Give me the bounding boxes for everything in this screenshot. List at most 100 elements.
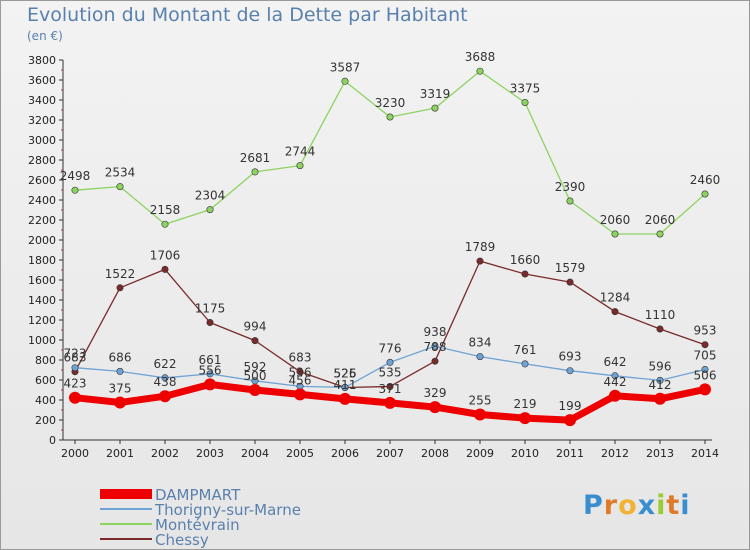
legend-label: Chessy bbox=[155, 531, 209, 549]
data-point bbox=[566, 197, 574, 205]
data-label: 2744 bbox=[285, 145, 316, 159]
data-point bbox=[116, 367, 124, 375]
data-point bbox=[431, 357, 439, 365]
data-point bbox=[521, 99, 529, 107]
y-tick-label: 1000 bbox=[28, 334, 56, 347]
logo-letter: r bbox=[603, 490, 619, 521]
data-point bbox=[251, 168, 259, 176]
data-label: 2460 bbox=[690, 173, 721, 187]
x-tick-label: 2005 bbox=[286, 447, 314, 460]
x-tick-label: 2009 bbox=[466, 447, 494, 460]
data-point bbox=[341, 77, 349, 85]
series-chessy bbox=[71, 257, 709, 391]
data-label: 2060 bbox=[645, 213, 676, 227]
logo-letter: P bbox=[583, 490, 604, 521]
data-label: 456 bbox=[289, 373, 312, 387]
y-tick-label: 3000 bbox=[28, 134, 56, 147]
data-label: 375 bbox=[109, 382, 132, 396]
legend-label: DAMPMART bbox=[155, 486, 241, 504]
legend-swatch bbox=[100, 538, 152, 540]
data-label: 834 bbox=[469, 336, 492, 350]
data-point bbox=[521, 270, 529, 278]
y-tick-label: 3600 bbox=[28, 74, 56, 87]
data-point bbox=[386, 358, 394, 366]
data-label: 705 bbox=[694, 349, 717, 363]
data-point bbox=[161, 374, 169, 382]
legend-swatch bbox=[100, 508, 152, 510]
y-tick-label: 2800 bbox=[28, 154, 56, 167]
data-label: 3230 bbox=[375, 96, 406, 110]
data-label: 761 bbox=[514, 343, 537, 357]
data-label: 622 bbox=[154, 357, 177, 371]
legend-swatch bbox=[100, 523, 152, 525]
data-label: 525 bbox=[334, 367, 357, 381]
y-tick-label: 1800 bbox=[28, 254, 56, 267]
legend-label: Montévrain bbox=[155, 516, 240, 534]
data-label: 788 bbox=[424, 340, 447, 354]
data-label: 683 bbox=[289, 351, 312, 365]
data-point bbox=[159, 390, 171, 403]
data-point bbox=[71, 186, 79, 194]
data-label: 2534 bbox=[105, 166, 136, 180]
data-label: 953 bbox=[694, 324, 717, 338]
data-label: 3375 bbox=[510, 82, 541, 96]
data-point bbox=[611, 230, 619, 238]
data-point bbox=[116, 183, 124, 191]
data-label: 2304 bbox=[195, 189, 226, 203]
data-point bbox=[521, 360, 529, 368]
data-label: 723 bbox=[64, 347, 87, 361]
data-label: 686 bbox=[109, 350, 132, 364]
data-point bbox=[431, 342, 439, 350]
data-label: 776 bbox=[379, 341, 402, 355]
y-tick-label: 400 bbox=[35, 394, 56, 407]
data-label: 1579 bbox=[555, 261, 586, 275]
series-dampmart bbox=[69, 378, 711, 427]
y-tick-label: 2000 bbox=[28, 234, 56, 247]
data-point bbox=[341, 383, 349, 391]
data-label: 442 bbox=[604, 375, 627, 389]
data-label: 329 bbox=[424, 386, 447, 400]
chart-unit: (en €) bbox=[27, 29, 63, 43]
data-point bbox=[566, 278, 574, 286]
data-label: 536 bbox=[289, 365, 312, 379]
data-point bbox=[519, 412, 531, 425]
y-tick-label: 800 bbox=[35, 354, 56, 367]
series-thorigny-sur-marne bbox=[71, 342, 709, 391]
data-label: 535 bbox=[379, 366, 402, 380]
data-point bbox=[429, 401, 441, 414]
y-tick-label: 2600 bbox=[28, 174, 56, 187]
x-tick-label: 2014 bbox=[691, 447, 719, 460]
data-label: 423 bbox=[64, 377, 87, 391]
data-label: 592 bbox=[244, 360, 267, 374]
data-point bbox=[71, 364, 79, 372]
data-point bbox=[654, 392, 666, 405]
data-point bbox=[656, 376, 664, 384]
data-label: 2498 bbox=[60, 169, 91, 183]
proxiti-logo: Proxiti bbox=[583, 490, 691, 521]
data-label: 1522 bbox=[105, 267, 136, 281]
data-label: 1175 bbox=[195, 302, 226, 316]
data-point bbox=[566, 367, 574, 375]
data-label: 411 bbox=[334, 378, 357, 392]
data-point bbox=[386, 382, 394, 390]
data-label: 255 bbox=[469, 394, 492, 408]
data-point bbox=[249, 384, 261, 396]
data-point bbox=[701, 365, 709, 373]
data-label: 2158 bbox=[150, 203, 181, 217]
data-point bbox=[204, 378, 216, 391]
data-point bbox=[476, 257, 484, 265]
data-point bbox=[161, 265, 169, 273]
data-label: 693 bbox=[559, 350, 582, 364]
data-point bbox=[609, 389, 621, 402]
data-label: 3587 bbox=[330, 60, 361, 74]
x-tick-label: 2000 bbox=[61, 447, 89, 460]
y-tick-label: 1200 bbox=[28, 314, 56, 327]
data-label: 1284 bbox=[600, 291, 631, 305]
data-point bbox=[476, 67, 484, 75]
x-tick-label: 2011 bbox=[556, 447, 584, 460]
data-point bbox=[656, 230, 664, 238]
data-point bbox=[474, 408, 486, 421]
data-label: 661 bbox=[199, 353, 222, 367]
